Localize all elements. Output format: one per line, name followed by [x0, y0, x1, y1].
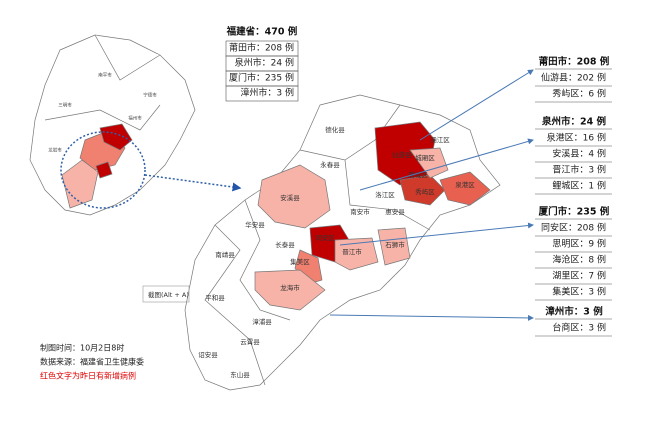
summary-row: 泉州市：24 例	[235, 57, 294, 69]
map-label: 龙海市	[280, 283, 300, 292]
map-label: 秀屿区	[415, 187, 435, 196]
map-label: 长泰县	[275, 240, 295, 249]
map-label: 仙游县	[392, 150, 412, 159]
inset-label: 三明市	[58, 102, 72, 109]
summary-row-box	[225, 85, 299, 102]
panel-title: 厦门市：235 例	[539, 206, 610, 218]
summary-row: 莆田市：208 例	[229, 42, 294, 54]
map-label: 南安市	[350, 207, 370, 216]
panel-title: 泉州市：24 例	[541, 116, 606, 128]
map-label: 城厢区	[415, 154, 435, 162]
panel-title: 漳州市：3 例	[545, 306, 602, 318]
panel-row: 思明区：9 例	[552, 238, 606, 250]
summary-row: 漳州市：3 例	[240, 87, 294, 99]
map-label: 安溪县	[280, 193, 300, 202]
inset-label: 福州市	[128, 115, 142, 122]
panel-row: 晋江市：3 例	[552, 164, 606, 176]
map-label: 荔城区	[408, 170, 428, 179]
footer-note: 红色文字为昨日有新增病例	[40, 371, 136, 381]
map-label: 晋江市	[342, 247, 362, 256]
panel-row: 鲤城区：1 例	[552, 180, 606, 192]
panel-title: 莆田市：208 例	[539, 56, 610, 68]
panel-row: 湖里区：7 例	[552, 270, 606, 282]
footer-note: 制图时间：10月2日8时	[40, 343, 124, 353]
inset-label: 宁德市	[143, 92, 157, 99]
map-label: 集美区	[290, 257, 310, 266]
map-label: 涵江区	[430, 135, 450, 144]
map-label: 平和县	[205, 293, 225, 302]
map-label: 华安县	[245, 220, 265, 229]
map-label: 永春县	[320, 160, 340, 169]
main-map	[184, 94, 501, 391]
map-label: 洛江区	[375, 190, 395, 199]
map-label: 云霄县	[240, 338, 260, 346]
panel-row: 秀屿区：6 例	[552, 88, 606, 100]
screenshot-tooltip: 截图(Alt + A)	[148, 290, 189, 299]
panel-row: 泉港区：16 例	[547, 132, 606, 144]
map-label: 惠安县	[385, 207, 405, 216]
panel-row: 台商区：3 例	[552, 322, 606, 334]
map-label: 东山县	[230, 370, 250, 379]
panel-row: 同安区：208 例	[541, 222, 606, 234]
map-label: 德化县	[325, 125, 345, 134]
panel-row: 海沧区：8 例	[552, 254, 606, 266]
inset-label: 南平市	[98, 72, 112, 79]
inset-label: 龙岩市	[48, 147, 62, 154]
footer-note: 数据来源：福建省卫生健康委	[40, 357, 144, 367]
map-label: 石狮市	[385, 240, 405, 249]
inset-map: 南平市 宁德市 三明市 福州市 龙岩市	[29, 34, 196, 216]
map-label: 泉港区	[455, 180, 475, 189]
panel-row: 集美区：3 例	[552, 286, 606, 298]
map-label: 南靖县	[215, 250, 235, 259]
map-label: 同安区	[315, 233, 335, 242]
summary-row: 厦门市：235 例	[229, 72, 294, 84]
summary-title: 福建省：470 例	[226, 26, 298, 38]
panel-row: 安溪县：4 例	[552, 148, 606, 160]
map-label: 诏安县	[198, 350, 218, 359]
map-label: 漳浦县	[252, 317, 272, 326]
panel-row: 仙游县：202 例	[541, 72, 606, 84]
